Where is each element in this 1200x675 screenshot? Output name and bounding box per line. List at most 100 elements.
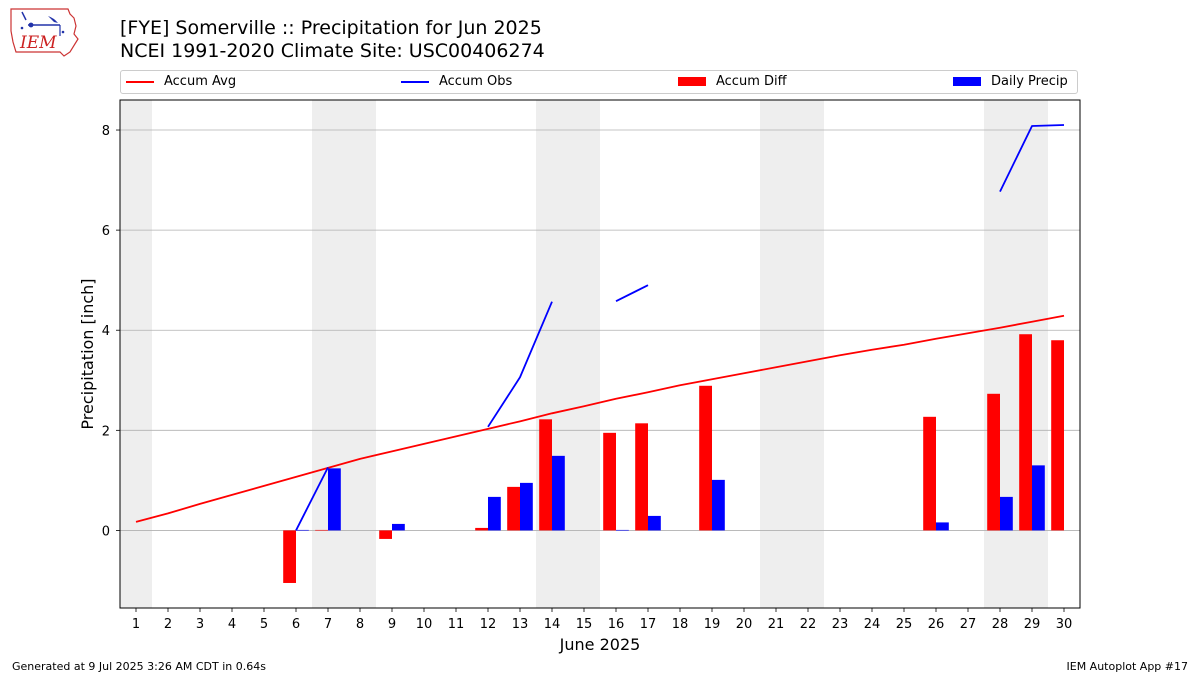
bar-daily-precip-day-13 [520, 482, 533, 531]
legend-swatch-accum-avg [126, 80, 154, 83]
x-tick-label-18: 18 [672, 617, 689, 632]
x-tick-label-23: 23 [832, 617, 849, 632]
plot-frame [119, 99, 1081, 609]
series-lines [135, 124, 1065, 531]
bar-daily-precip-day-29 [1032, 465, 1045, 531]
chart-subtitle: NCEI 1991-2020 Climate Site: USC00406274 [120, 40, 545, 62]
weekend-band-day-22 [792, 100, 824, 608]
y-tick-label-8: 8 [102, 124, 110, 139]
weekend-band-day-28 [984, 100, 1016, 608]
footer-app-text: IEM Autoplot App #17 [1066, 660, 1189, 673]
bar-daily-precip-day-17 [648, 515, 661, 531]
x-tick-label-29: 29 [1024, 617, 1041, 632]
bar-daily-precip-day-14 [552, 455, 565, 531]
x-tick-label-28: 28 [992, 617, 1009, 632]
x-tick-label-25: 25 [896, 617, 913, 632]
x-tick-label-30: 30 [1056, 617, 1073, 632]
bar-accum-diff-day-13 [507, 486, 520, 531]
weekend-band-day-14 [536, 100, 568, 608]
line-accum-obs-segment-4 [999, 124, 1065, 192]
legend-label-accum-avg: Accum Avg [164, 74, 237, 89]
weekend-band-day-15 [568, 100, 600, 608]
x-tick-label-15: 15 [576, 617, 593, 632]
x-tick-label-12: 12 [480, 617, 497, 632]
line-accum-obs-segment-3 [615, 284, 649, 303]
legend-swatch-accum-diff [678, 77, 706, 86]
legend-item-accum-obs: Accum Obs [401, 74, 512, 90]
x-tick-label-9: 9 [388, 617, 396, 632]
bar-accum-diff-day-12 [475, 527, 488, 531]
chart-title: [FYE] Somerville :: Precipitation for Ju… [120, 17, 542, 39]
weekend-band-day-21 [760, 100, 792, 608]
line-accum-obs-segment-1 [295, 466, 329, 531]
line-accum-avg-segment-1 [135, 314, 1065, 523]
x-tick-label-8: 8 [356, 617, 364, 632]
chart-legend: Accum Avg Accum Obs Accum Diff Daily Pre… [120, 70, 1078, 94]
x-tick-label-3: 3 [196, 617, 204, 632]
legend-label-accum-obs: Accum Obs [439, 74, 513, 89]
x-tick-label-24: 24 [864, 617, 881, 632]
x-tick-label-6: 6 [292, 617, 300, 632]
x-tick-label-7: 7 [324, 617, 332, 632]
x-tick-label-1: 1 [132, 617, 140, 632]
x-tick-label-10: 10 [416, 617, 433, 632]
weekend-band-day-7 [312, 100, 344, 608]
x-tick-label-5: 5 [260, 617, 268, 632]
y-tick-label-4: 4 [102, 324, 110, 339]
legend-item-accum-diff: Accum Diff [678, 74, 787, 90]
logo-text: IEM [19, 33, 57, 53]
x-axis-label: June 2025 [559, 635, 641, 654]
bar-accum-diff-day-26 [923, 416, 936, 531]
footer-generated-text: Generated at 9 Jul 2025 3:26 AM CDT in 0… [12, 660, 266, 673]
weekend-shading [120, 100, 1048, 608]
y-tick-label-2: 2 [102, 424, 110, 439]
bar-accum-diff-day-17 [635, 423, 648, 531]
x-tick-label-27: 27 [960, 617, 977, 632]
bar-daily-precip-day-9 [392, 523, 405, 531]
x-axis-ticks: 1 2 3 4 5 6 7 8 9 10 11 12 13 14 15 16 17 18 19 20 21 22 23 24 2… [132, 608, 1072, 632]
x-tick-label-26: 26 [928, 617, 945, 632]
legend-swatch-daily-precip [953, 77, 981, 86]
x-tick-label-2: 2 [164, 617, 172, 632]
x-tick-label-16: 16 [608, 617, 625, 632]
line-accum-obs-segment-2 [487, 301, 553, 428]
legend-item-accum-avg: Accum Avg [126, 74, 236, 90]
weekend-band-day-8 [344, 100, 376, 608]
iem-logo: IEM [8, 6, 80, 62]
bar-daily-precip-day-19 [712, 479, 725, 531]
bar-accum-diff-day-9 [379, 530, 392, 539]
bars [283, 334, 1064, 583]
bar-accum-diff-day-7 [315, 529, 328, 531]
x-tick-label-14: 14 [544, 617, 561, 632]
x-tick-label-22: 22 [800, 617, 817, 632]
weekend-band-day-1 [120, 100, 152, 608]
x-tick-label-13: 13 [512, 617, 529, 632]
y-tick-label-6: 6 [102, 224, 110, 239]
bar-accum-diff-day-14 [539, 419, 552, 531]
bar-daily-precip-day-28 [1000, 496, 1013, 531]
bar-daily-precip-day-12 [488, 496, 501, 531]
x-tick-label-19: 19 [704, 617, 721, 632]
x-tick-label-20: 20 [736, 617, 753, 632]
bar-accum-diff-day-30 [1051, 340, 1064, 531]
y-tick-label-0: 0 [102, 524, 110, 539]
legend-item-daily-precip: Daily Precip [953, 74, 1068, 90]
x-tick-label-21: 21 [768, 617, 785, 632]
bar-daily-precip-day-7 [328, 468, 341, 531]
x-tick-label-17: 17 [640, 617, 657, 632]
legend-swatch-accum-obs [401, 80, 429, 83]
bar-accum-diff-day-29 [1019, 334, 1032, 531]
bar-daily-precip-day-16 [616, 529, 629, 531]
iowa-map-logo-icon: IEM [10, 8, 79, 57]
y-axis-label: Precipitation [inch] [78, 278, 97, 429]
x-tick-label-11: 11 [448, 617, 465, 632]
legend-label-daily-precip: Daily Precip [991, 74, 1068, 89]
y-axis-ticks: 0 2 4 6 8 [102, 124, 120, 539]
bar-accum-diff-day-28 [987, 393, 1000, 531]
bar-daily-precip-day-26 [936, 522, 949, 531]
legend-label-accum-diff: Accum Diff [716, 74, 787, 89]
grid-lines [120, 129, 1080, 531]
bar-accum-diff-day-19 [699, 385, 712, 531]
bar-accum-diff-day-6 [283, 530, 296, 583]
